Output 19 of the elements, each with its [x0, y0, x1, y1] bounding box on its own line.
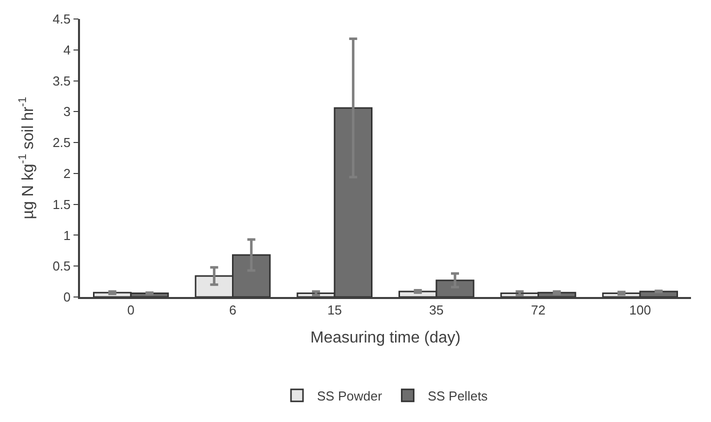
y-tick-label: 0 [63, 290, 71, 305]
y-tick-label: 3.5 [52, 73, 71, 88]
y-tick-label: 2.5 [52, 135, 71, 150]
legend-label: SS Pellets [428, 388, 488, 404]
y-tick-label: 1 [63, 228, 71, 243]
y-tick-label: 4.5 [52, 12, 71, 27]
x-tick-label: 6 [229, 302, 236, 318]
x-tick-label: 35 [429, 302, 444, 318]
y-tick-label: 2 [63, 166, 71, 181]
x-tick-label: 72 [531, 302, 546, 318]
x-tick-label: 0 [127, 302, 135, 318]
y-tick-label: 1.5 [52, 196, 71, 212]
legend-label: SS Powder [317, 388, 383, 404]
x-tick-label: 100 [629, 302, 651, 318]
x-tick-label: 15 [327, 302, 342, 318]
y-tick-label: 0.5 [52, 258, 71, 274]
y-tick-label: 4 [63, 42, 71, 58]
y-tick-label: 3 [63, 104, 71, 120]
x-axis-title: Measuring time (day) [310, 330, 461, 347]
